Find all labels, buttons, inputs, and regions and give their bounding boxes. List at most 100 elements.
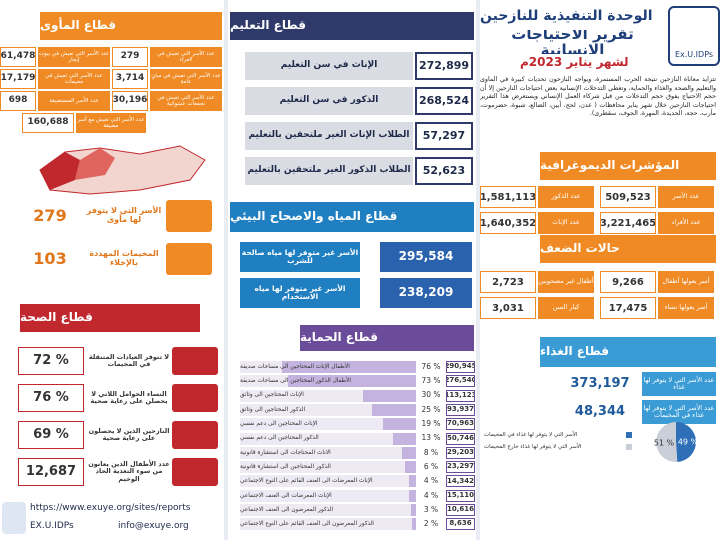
section-title: المؤشرات الديموغرافية	[540, 152, 716, 180]
stat-value: 268,524	[415, 87, 473, 115]
row-label: الإناث المعرضات الى العنف الاجتماعي	[240, 492, 332, 499]
row-value: 50,746	[446, 432, 475, 445]
bar-track	[240, 518, 416, 531]
stat-label: الإناث في سن التعليم	[245, 52, 413, 80]
row-value: 15,110	[446, 489, 475, 502]
pie-chart: 49 %51 %	[654, 422, 699, 462]
section-title: قطاع المأوى	[40, 12, 222, 40]
row-percent: 30 %	[421, 390, 441, 400]
pie-slice	[676, 422, 696, 462]
row-percent: 19 %	[421, 419, 441, 429]
section-title: حالات الضعف	[540, 235, 716, 263]
stat-value: 1,640,352	[480, 212, 536, 234]
stat-label: الطلاب الذكور الغير ملتحقين بالتعليم	[245, 157, 413, 185]
stat-label: عدد الأسر التي تعيش في مخيمات	[38, 69, 110, 89]
bar-track	[240, 489, 416, 502]
social-handle: EX.U.IDPs	[30, 521, 74, 532]
stat-value: 30,196	[112, 91, 148, 111]
stat-value: 3,221,465	[600, 212, 656, 234]
stat-label: عدد الذكور	[538, 186, 594, 208]
row-label: الذكور المحتاجين الى دعم نفسي	[240, 435, 319, 442]
row-value: 93,937	[446, 403, 475, 416]
stat-value: 48,344	[574, 403, 626, 419]
report-subtitle: تقرير الاحتياجات الإنسانية	[511, 30, 634, 54]
bar	[410, 504, 416, 516]
pie-slice	[656, 422, 678, 462]
section-title: قطاع التعليم	[230, 12, 474, 40]
pie-label: 51 %	[654, 438, 675, 447]
row-value: 276,540	[446, 375, 475, 388]
footer-logo	[2, 502, 26, 534]
stat-value: 72 %	[18, 347, 84, 375]
stat-value: 1,581,113	[480, 186, 536, 208]
map-region	[40, 152, 80, 190]
stat-value: 17,179	[0, 69, 36, 89]
row-label: الأطفال الذكور المحتاجين الى مساحات صديق…	[240, 378, 352, 385]
pie-label: 49 %	[678, 438, 699, 447]
stat-label: عدد الأسر التي تعيش في بيوت إيجار	[38, 47, 110, 67]
row-percent: 4 %	[423, 490, 439, 500]
stat-label: عدد الأسر التي تعيش في مبانٍ عامة	[150, 69, 222, 89]
row-percent: 4 %	[423, 476, 439, 486]
stat-value: 69 %	[18, 421, 84, 449]
stat-value: 103	[33, 249, 67, 269]
bar-track	[240, 475, 416, 488]
icon-box	[172, 347, 218, 375]
row-percent: 73 %	[421, 376, 441, 386]
row-label: الذكور المحتاجين الى استشارة قانونية	[240, 463, 331, 470]
row-label: الإناث المحتاجين الى وثائق	[240, 392, 304, 399]
icon-box	[166, 243, 212, 275]
legend-swatch	[626, 444, 632, 450]
stat-value: 61,478	[0, 47, 36, 67]
stat-value: 295,584	[380, 242, 472, 272]
stat-label: المخيمات المهددة بالإخلاء	[89, 249, 159, 267]
row-value: 290,945	[446, 361, 475, 373]
website-link[interactable]: https://www.exuye.org/sites/reports	[30, 503, 191, 514]
row-value: 8,636	[446, 518, 475, 531]
stat-label: لا تتوفر العيادات المتنقلة في المخيمات	[88, 352, 170, 368]
stat-label: النازحين الذين لا يحصلون على رعاية صحية	[88, 426, 170, 442]
report-date: لشهر يناير 2023م	[520, 55, 629, 70]
row-label: الذكور المعرضون الى العنف القائم على الن…	[240, 521, 374, 528]
bar-track	[240, 432, 416, 445]
bar	[401, 446, 416, 459]
section-title: قطاع الصحة	[20, 304, 200, 332]
row-value: 14,342	[446, 475, 475, 488]
stat-value: 698	[0, 91, 36, 111]
legend-label: الأسر التي لا يتوفر لها غذاء خارج المخيم…	[484, 443, 582, 450]
icon-box	[172, 421, 218, 449]
stat-label: الطلاب الإناث الغير ملتحقين بالتعليم	[245, 122, 413, 150]
row-label: الذكور المحتاجين الى وثائق	[240, 406, 306, 413]
stat-label: عدد الأسر المستضيفة	[38, 91, 110, 111]
stat-label: الذكور في سن التعليم	[245, 87, 413, 115]
stat-label: الأسر غير متوفر لها مياه صالحة للشرب	[240, 242, 360, 272]
row-percent: 6 %	[423, 461, 439, 471]
stat-value: 373,197	[570, 375, 630, 391]
column-divider	[224, 0, 228, 540]
stat-value: 3,714	[112, 69, 148, 89]
bar	[405, 461, 416, 474]
stat-label: النساء الحوامل اللاتي لا يحصلن على رعاية…	[90, 389, 168, 405]
stat-value: 17,475	[600, 297, 656, 319]
icon-box	[172, 384, 218, 412]
map-shape	[39, 145, 206, 195]
row-label: الاناث المحتاجات الى استشارة قانونية	[240, 449, 331, 456]
row-percent: 8 %	[423, 447, 439, 457]
email-link[interactable]: info@exuye.org	[118, 521, 189, 532]
bar	[282, 361, 416, 373]
bar-track	[240, 461, 416, 474]
stat-label: كبار السن	[538, 297, 594, 319]
row-percent: 13 %	[421, 433, 441, 443]
row-label: الإناث المعرضات الى العنف القائم على الن…	[240, 478, 373, 485]
stat-label: عدد الأسر التي تعيش مع أسر مضيفة	[76, 113, 146, 133]
bar	[408, 489, 416, 502]
logo: Ex.U.IDPs	[668, 6, 720, 66]
stat-value: 3,031	[480, 297, 536, 319]
stat-value: 76 %	[18, 384, 84, 412]
bar	[287, 375, 416, 388]
section-title: قطاع المياه والاصحاح البيئي	[230, 202, 474, 232]
stat-value: 279	[33, 206, 67, 226]
stat-label: عدد الأسر التي لا يتوفر لها غذاء في المخ…	[642, 400, 716, 424]
stat-value: 52,623	[415, 157, 473, 185]
